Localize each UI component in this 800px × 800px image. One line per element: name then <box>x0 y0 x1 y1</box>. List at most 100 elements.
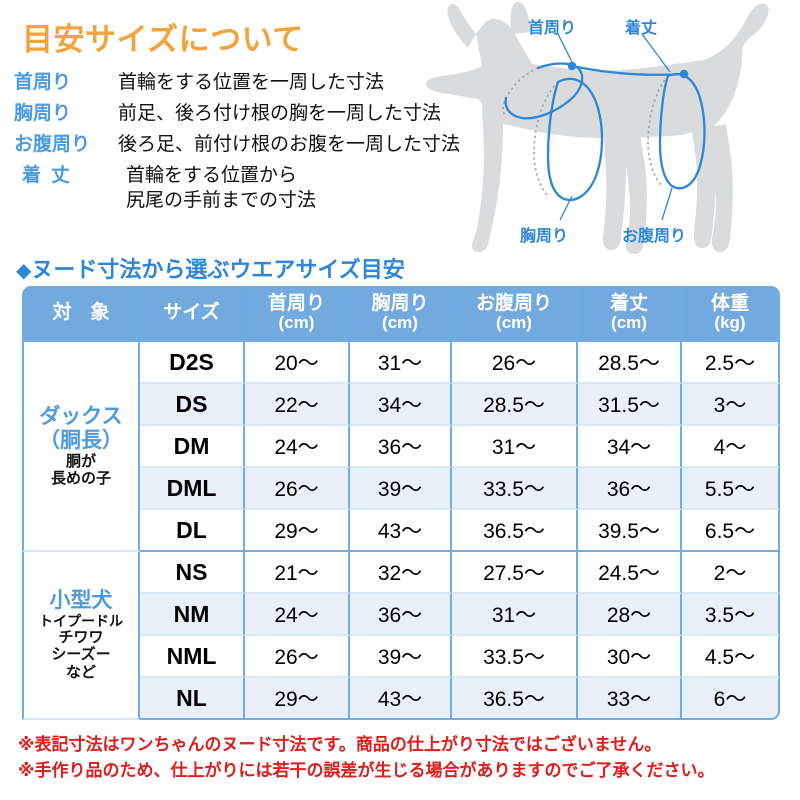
column-header-size: サイズ <box>140 286 245 342</box>
column-header-neck-label: 首周り <box>267 292 325 314</box>
definition-term-length: 着丈 <box>22 165 81 187</box>
definition-row-neck: 首周り 首輪をする位置を一周した寸法 <box>14 70 484 95</box>
definition-desc-belly: 後ろ足、前付け根のお腹を一周した寸法 <box>118 134 461 156</box>
diagram-label-chest: 胸周り <box>520 228 569 245</box>
group-sub-small-dog-4: など <box>65 663 96 681</box>
group-sub-small-dog-1: トイプードル <box>39 612 123 629</box>
cell-length: 28.5〜 <box>578 342 682 384</box>
cell-size: D2S <box>140 342 245 384</box>
table-row: DM 24〜 36〜 31〜 34〜 4〜 <box>22 426 780 468</box>
group-sub-dachshund-1: 胴が <box>65 452 96 470</box>
cell-size: NS <box>140 552 245 594</box>
cell-weight: 4〜 <box>682 426 780 468</box>
measurement-definition-list: 首周り 首輪をする位置を一周した寸法 胸周り 前足、後ろ付け根の胸を一周した寸法… <box>14 70 484 219</box>
table-row: DL 29〜 43〜 36.5〜 39.5〜 6.5〜 <box>22 510 780 552</box>
cell-size: DS <box>140 384 245 426</box>
cell-weight: 3〜 <box>682 384 780 426</box>
group-cell-dachshund: ダックス （胴長） 胴が 長めの子 <box>22 342 140 552</box>
diagram-label-belly: お腹周り <box>622 228 687 245</box>
group-title2-dachshund: （胴長） <box>39 428 123 452</box>
table-row: DML 26〜 39〜 33.5〜 36〜 5.5〜 <box>22 468 780 510</box>
size-table-container: 対 象 サイズ 首周り (cm) 胸周り (cm) お腹周り (cm) <box>22 286 780 720</box>
footer-note-1: ※表記寸法はワンちゃんのヌード寸法です。商品の仕上がり寸法ではございません。 <box>18 735 662 754</box>
cell-neck: 29〜 <box>245 678 350 720</box>
group-sub-small-dog-2: チワワ <box>58 629 104 646</box>
cell-neck: 26〜 <box>245 468 350 510</box>
definition-desc-length-line1: 首輪をする位置から <box>126 165 298 187</box>
cell-length: 28〜 <box>578 594 682 636</box>
cell-length: 31.5〜 <box>578 384 682 426</box>
cell-belly: 36.5〜 <box>452 510 578 552</box>
cell-length: 39.5〜 <box>578 510 682 552</box>
definition-term-belly: お腹周り <box>14 134 91 156</box>
dog-measurement-diagram: 首周り 着丈 胸周り お腹周り <box>420 0 800 258</box>
definition-row-belly: お腹周り 後ろ足、前付け根のお腹を一周した寸法 <box>14 132 484 157</box>
cell-belly: 33.5〜 <box>452 468 578 510</box>
column-header-chest-unit: (cm) <box>382 313 418 333</box>
column-header-weight-unit: (kg) <box>714 313 746 333</box>
cell-chest: 31〜 <box>350 342 452 384</box>
cell-weight: 2〜 <box>682 552 780 594</box>
table-header-row: 対 象 サイズ 首周り (cm) 胸周り (cm) お腹周り (cm) <box>22 286 780 342</box>
leader-lines <box>557 33 673 221</box>
cell-neck: 20〜 <box>245 342 350 384</box>
diamond-bullet-icon: ◆ <box>16 260 32 282</box>
cell-size: DL <box>140 510 245 552</box>
cell-belly: 33.5〜 <box>452 636 578 678</box>
definition-term-chest: 胸周り <box>14 103 72 125</box>
cell-size: NML <box>140 636 245 678</box>
cell-chest: 32〜 <box>350 552 452 594</box>
group-sub-dachshund-2: 長めの子 <box>50 469 111 487</box>
column-header-target-label: 対 象 <box>52 301 110 323</box>
page-title: 目安サイズについて <box>22 22 304 57</box>
cell-length: 36〜 <box>578 468 682 510</box>
cell-belly: 31〜 <box>452 594 578 636</box>
column-header-belly-label: お腹周り <box>475 292 552 314</box>
table-row: NML 26〜 39〜 33.5〜 30〜 4.5〜 <box>22 636 780 678</box>
cell-length: 30〜 <box>578 636 682 678</box>
column-header-target: 対 象 <box>22 286 140 342</box>
column-header-belly-unit: (cm) <box>496 313 532 333</box>
table-row: NM 24〜 36〜 31〜 28〜 3.5〜 <box>22 594 780 636</box>
cell-size: NL <box>140 678 245 720</box>
definition-desc-length-line2: 尻尾の手前までの寸法 <box>126 190 317 212</box>
cell-belly: 31〜 <box>452 426 578 468</box>
size-table-body: ダックス （胴長） 胴が 長めの子 D2S 20〜 31〜 26〜 28.5〜 … <box>22 342 780 720</box>
cell-weight: 3.5〜 <box>682 594 780 636</box>
cell-length: 33〜 <box>578 678 682 720</box>
cell-size: NM <box>140 594 245 636</box>
column-header-length: 着丈 (cm) <box>578 286 682 342</box>
column-header-neck-unit: (cm) <box>278 313 315 333</box>
definition-term-neck: 首周り <box>14 72 72 93</box>
group-title-dachshund: ダックス <box>39 404 123 428</box>
cell-weight: 2.5〜 <box>682 342 780 384</box>
cell-weight: 6〜 <box>682 678 780 720</box>
table-row: NL 29〜 43〜 36.5〜 33〜 6〜 <box>22 678 780 720</box>
cell-chest: 39〜 <box>350 636 452 678</box>
cell-neck: 26〜 <box>245 636 350 678</box>
section-heading: ◆ヌード寸法から選ぶウエアサイズ目安 <box>16 252 405 284</box>
cell-neck: 24〜 <box>245 426 350 468</box>
cell-length: 34〜 <box>578 426 682 468</box>
diagram-label-neck: 首周り <box>528 20 577 37</box>
dog-silhouette-icon <box>426 2 769 254</box>
cell-neck: 24〜 <box>245 594 350 636</box>
table-row: ダックス （胴長） 胴が 長めの子 D2S 20〜 31〜 26〜 28.5〜 … <box>22 342 780 552</box>
column-header-neck: 首周り (cm) <box>245 286 350 342</box>
section-heading-text: ヌード寸法から選ぶウエアサイズ目安 <box>31 257 405 282</box>
cell-length: 24.5〜 <box>578 552 682 594</box>
cell-neck: 21〜 <box>245 552 350 594</box>
definition-row-length: 着丈 首輪をする位置から 尻尾の手前までの寸法 <box>14 163 484 213</box>
group-title-small-dog: 小型犬 <box>49 588 113 612</box>
column-header-length-unit: (cm) <box>611 313 647 333</box>
cell-size: DML <box>140 468 245 510</box>
cell-belly: 27.5〜 <box>452 552 578 594</box>
table-row: DS 22〜 34〜 28.5〜 31.5〜 3〜 <box>22 384 780 426</box>
table-row: 小型犬 トイプードル チワワ シーズー など NS 21〜 32〜 27.5〜 … <box>22 552 780 720</box>
cell-belly: 36.5〜 <box>452 678 578 720</box>
footer-note-2: ※手作り品のため、仕上がりには若干の誤差が生じる場合がありますのでご了承ください… <box>18 761 715 781</box>
cell-chest: 36〜 <box>350 426 452 468</box>
size-table: 対 象 サイズ 首周り (cm) 胸周り (cm) お腹周り (cm) <box>22 286 780 720</box>
cell-neck: 22〜 <box>245 384 350 426</box>
definition-desc-neck: 首輪をする位置を一周した寸法 <box>118 72 385 93</box>
